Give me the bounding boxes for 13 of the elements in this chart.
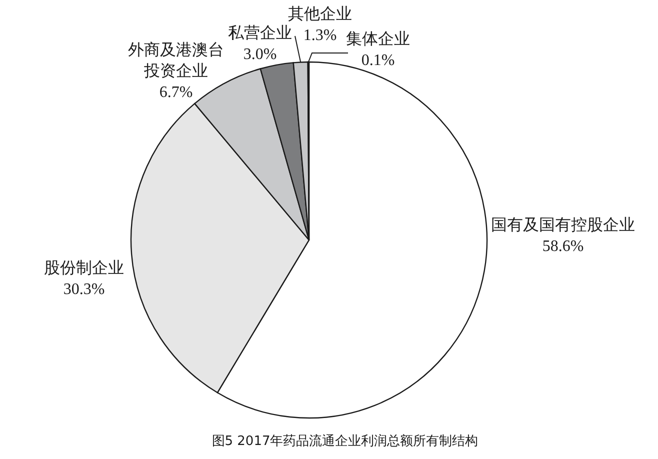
slice-label: 私营企业 (228, 24, 292, 42)
data-label: 0.1% (361, 52, 395, 68)
data-label: 1.3% (303, 26, 337, 44)
data-label: 30.3% (63, 280, 105, 298)
slice-label: 国有及国有控股企业 (491, 216, 635, 234)
slice-label: 外商及港澳台投资企业 (128, 40, 224, 80)
slice-label: 集体企业 (346, 30, 410, 48)
slice-label: 其他企业 (288, 4, 352, 22)
text: 图5 2017年药品流通企业利润总额所有制结构 (210, 433, 480, 451)
data-label: 3.0% (243, 46, 277, 62)
data-label: 58.6% (542, 238, 584, 254)
slice-label: 股份制企业 (44, 258, 124, 276)
data-label: 6.7% (159, 84, 193, 100)
